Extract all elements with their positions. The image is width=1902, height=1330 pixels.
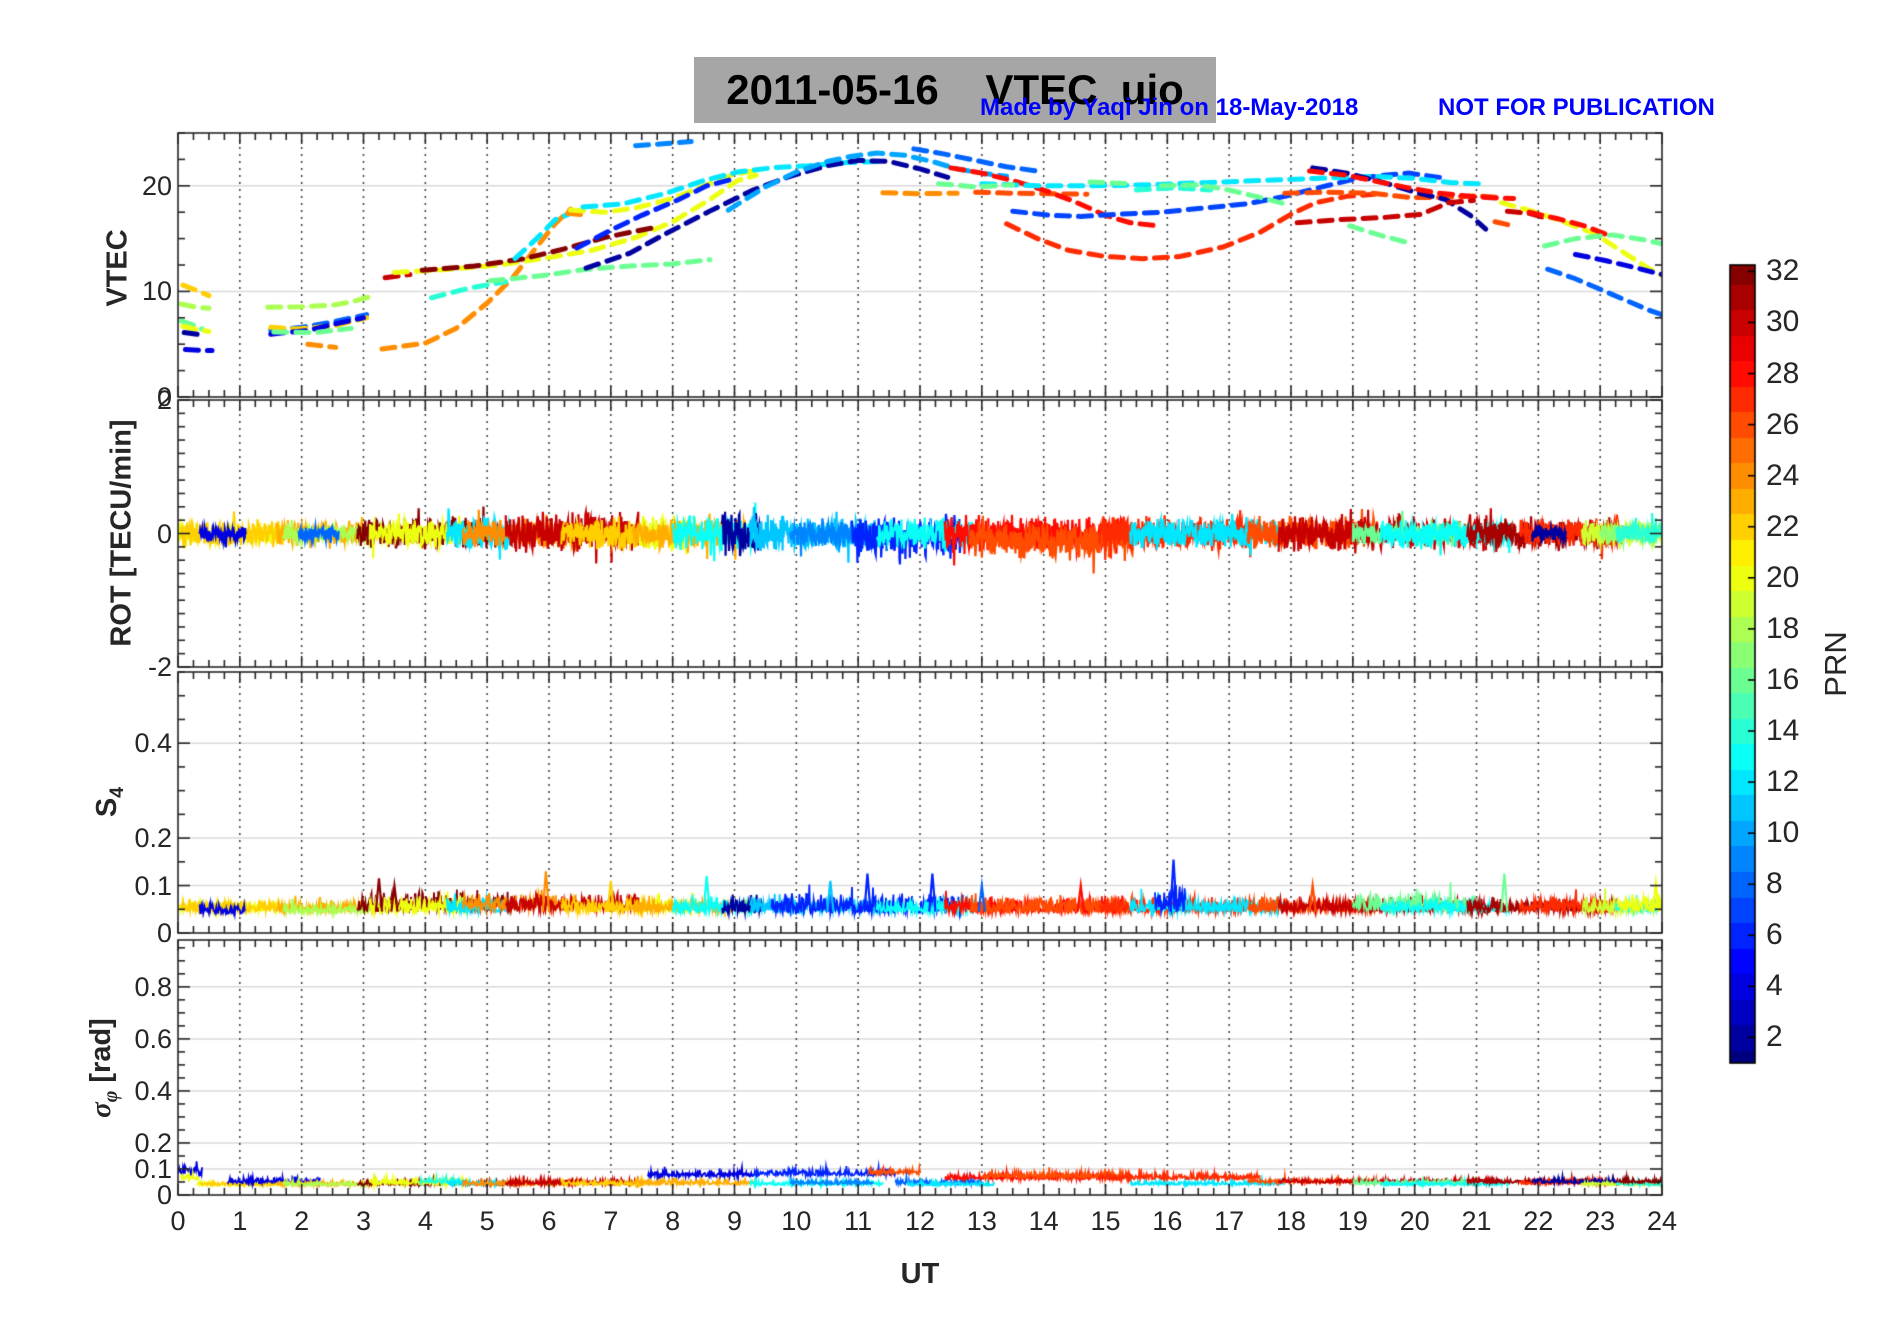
y-tick-label: 0.1 [134,870,172,901]
x-tick-label: 16 [1152,1206,1183,1236]
x-tick-label: 21 [1461,1206,1492,1236]
colorbar-tick-label: 12 [1766,765,1800,799]
x-tick-label: 1 [232,1206,248,1236]
colorbar-tick-label: 16 [1766,662,1800,696]
x-tick-label: 14 [1028,1206,1059,1236]
y-tick-label: -2 [147,652,172,682]
colorbar-tick-label: 22 [1766,509,1800,543]
colorbar-tick-label: 2 [1766,1020,1783,1054]
y-tick-label: 0.4 [134,728,172,759]
y-tick-label: 0.2 [134,1127,172,1158]
xaxis-label: UT [900,1258,940,1290]
x-tick-label: 18 [1275,1206,1307,1236]
y-tick-label: 0.6 [134,1023,172,1054]
y-tick-label: 0 [156,918,172,948]
y-tick-label: 0.4 [134,1075,172,1106]
x-tick-label: 4 [417,1206,433,1236]
x-tick-label: 2 [294,1206,310,1236]
y-tick-label: 2 [156,385,172,415]
chart-title: 2011-05-16 VTEC uio [726,66,1184,113]
y-tick-label: 0.2 [134,823,172,854]
title-box: 2011-05-16 VTEC uio [694,57,1216,123]
credit-annotation: Made by Yaqi Jin on 18-May-2018 [980,94,1359,121]
x-tick-label: 7 [603,1206,619,1236]
y-tick-label: 0 [156,518,172,549]
colorbar-tick-label: 18 [1766,611,1800,645]
y-tick-label: 0.1 [134,1153,172,1184]
x-tick-label: 20 [1399,1206,1430,1236]
x-tick-label: 6 [541,1206,557,1236]
colorbar-tick-label: 32 [1766,254,1800,288]
y-tick-label: 20 [141,170,172,201]
colorbar-tick-label: 24 [1766,458,1800,492]
colorbar-tick-label: 8 [1766,867,1783,901]
x-tick-label: 12 [904,1206,936,1236]
x-tick-label: 23 [1585,1206,1616,1236]
x-tick-label: 3 [355,1206,372,1236]
colorbar-tick-label: 28 [1766,356,1800,390]
x-tick-label: 10 [781,1206,812,1236]
x-tick-label: 15 [1090,1206,1121,1236]
colorbar-tick-label: 6 [1766,918,1783,952]
colorbar-tick-label: 10 [1766,816,1800,850]
colorbar-tick-label: 26 [1766,407,1800,441]
y-tick-label: 0 [156,382,172,412]
colorbar-tick-label: 4 [1766,969,1783,1003]
ylabel-s4: S4 [91,786,128,818]
publication-warning: NOT FOR PUBLICATION [1438,94,1715,121]
x-tick-label: 0 [170,1206,186,1236]
x-tick-label: 9 [726,1206,743,1236]
colorbar-tick-label: 30 [1766,305,1800,339]
y-tick-label: 0 [156,1180,172,1210]
x-tick-label: 13 [966,1206,997,1236]
x-tick-label: 11 [844,1206,873,1236]
x-tick-label: 5 [479,1206,495,1236]
y-tick-label: 10 [141,276,172,307]
y-tick-label: 0.8 [134,971,172,1002]
colorbar-tick-label: 20 [1766,560,1800,594]
colorbar-tick-label: 14 [1766,714,1800,748]
x-tick-label: 22 [1523,1206,1554,1236]
x-tick-label: 24 [1646,1206,1678,1236]
x-tick-label: 19 [1337,1206,1368,1236]
x-tick-label: 8 [665,1206,681,1236]
x-tick-label: 17 [1214,1206,1245,1236]
